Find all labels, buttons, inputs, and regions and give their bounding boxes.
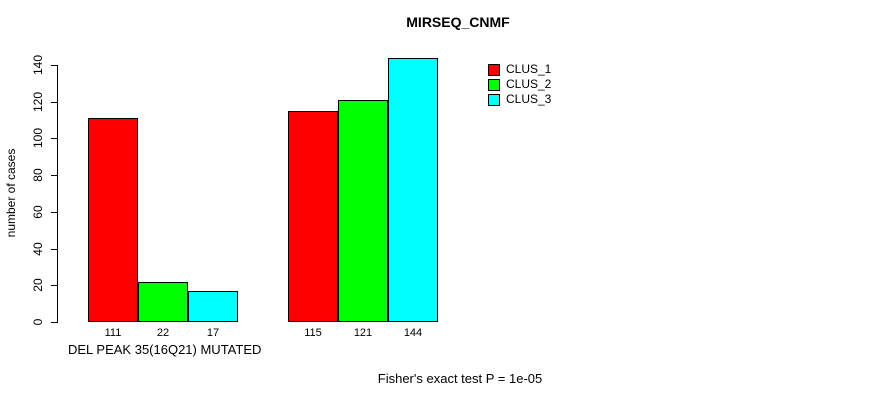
y-tick — [51, 138, 57, 140]
bar-clus_3-group2 — [388, 57, 438, 322]
bar-clus_3-group1 — [188, 290, 238, 322]
y-tick — [51, 285, 57, 287]
y-tick-label: 140 — [31, 54, 45, 76]
legend-item-clus-1: CLUS_1 — [488, 63, 551, 76]
y-tick-label: 40 — [31, 241, 45, 256]
bar-clus_2-group2 — [338, 99, 388, 322]
y-tick — [51, 65, 57, 66]
chart-title: MIRSEQ_CNMF — [406, 14, 510, 30]
legend: CLUS_1 CLUS_2 CLUS_3 — [488, 63, 551, 108]
y-tick-label: 20 — [31, 278, 45, 292]
y-tick — [51, 175, 57, 177]
y-tick-label: 0 — [31, 318, 45, 326]
y-axis-label: number of cases — [4, 148, 18, 238]
y-tick-label: 80 — [31, 168, 45, 182]
y-tick-label: 60 — [31, 205, 45, 219]
y-tick-label: 120 — [31, 91, 45, 112]
bar-value-label: 115 — [304, 327, 322, 339]
legend-label-clus-2: CLUS_2 — [506, 77, 552, 91]
bar-value-label: 121 — [353, 327, 373, 339]
legend-swatch-clus-2-icon — [488, 78, 500, 91]
legend-swatch-clus-3-icon — [488, 93, 500, 106]
bar-clus_1-group1 — [88, 118, 138, 322]
legend-item-clus-2: CLUS_2 — [488, 78, 551, 91]
y-tick — [51, 248, 57, 250]
y-tick — [51, 322, 57, 323]
legend-item-clus-3: CLUS_3 — [488, 93, 551, 106]
bar-value-label: 144 — [403, 327, 423, 339]
y-tick-label: 100 — [31, 128, 45, 149]
x-axis-group-label: DEL PEAK 35(16Q21) MUTATED — [68, 342, 262, 357]
bar-value-label: 111 — [104, 327, 122, 339]
bar-value-label: 22 — [156, 327, 170, 339]
y-axis-line — [57, 65, 58, 323]
y-tick — [51, 101, 57, 103]
bar-clus_2-group1 — [138, 281, 188, 322]
y-tick — [51, 211, 57, 213]
annotation-text: Fisher's exact test P = 1e-05 — [377, 371, 543, 386]
legend-label-clus-1: CLUS_1 — [506, 62, 552, 76]
legend-label-clus-3: CLUS_3 — [506, 92, 552, 106]
legend-swatch-clus-1-icon — [488, 63, 500, 76]
bar-value-label: 17 — [206, 327, 220, 339]
bar-clus_1-group2 — [288, 110, 338, 322]
